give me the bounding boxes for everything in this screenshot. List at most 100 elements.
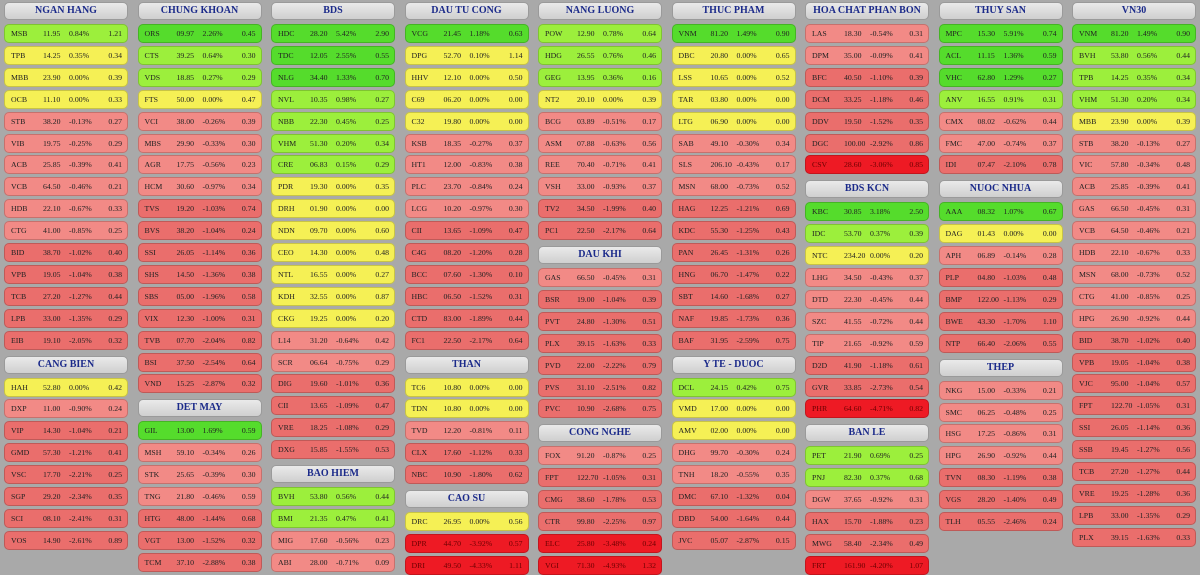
stock-row[interactable]: BMI 21.35 0.47% 0.41 [271, 508, 395, 528]
stock-row[interactable]: SHS 14.50 -1.36% 0.38 [137, 264, 262, 284]
stock-row[interactable]: CMX 08.02 -0.62% 0.44 [938, 111, 1063, 131]
stock-row[interactable]: SSB 19.45 -1.27% 0.56 [1072, 440, 1196, 460]
sector-header[interactable]: NANG LUONG [538, 2, 662, 20]
stock-row[interactable]: NTP 66.40 -2.06% 0.55 [938, 333, 1063, 353]
stock-row[interactable]: SMC 06.25 -0.48% 0.25 [938, 402, 1063, 422]
stock-row[interactable]: MSH 59.10 -0.34% 0.26 [137, 443, 262, 463]
stock-row[interactable]: VHM 51.30 0.20% 0.34 [271, 133, 395, 153]
stock-row[interactable]: SAB 49.10 -0.30% 0.34 [671, 133, 796, 153]
stock-row[interactable]: C69 06.20 0.00% 0.00 [404, 89, 529, 109]
stock-row[interactable]: CII 13.65 -1.09% 0.47 [271, 396, 395, 416]
stock-row[interactable]: IDI 07.47 -2.10% 0.78 [938, 155, 1063, 175]
sector-header[interactable]: DAU KHI [538, 246, 662, 264]
stock-row[interactable]: DMC 67.10 -1.32% 0.04 [671, 487, 796, 506]
stock-row[interactable]: BVH 53.80 0.56% 0.44 [271, 487, 395, 506]
stock-row[interactable]: CII 13.65 -1.09% 0.47 [404, 221, 529, 241]
stock-row[interactable]: DXG 15.85 -1.55% 0.53 [271, 440, 395, 460]
stock-row[interactable]: STB 38.20 -0.13% 0.27 [4, 111, 128, 131]
stock-row[interactable]: VNM 81.20 1.49% 0.90 [671, 24, 796, 43]
stock-row[interactable]: TPB 14.25 0.35% 0.34 [4, 45, 128, 65]
stock-row[interactable]: NBB 22.30 0.45% 0.25 [271, 111, 395, 131]
sector-header[interactable]: THUC PHAM [671, 2, 796, 20]
stock-row[interactable]: TCB 27.20 -1.27% 0.44 [1072, 462, 1196, 481]
stock-row[interactable]: PHR 64.60 -4.71% 0.82 [805, 399, 929, 419]
stock-row[interactable]: DCM 33.25 -1.18% 0.46 [805, 89, 929, 109]
stock-row[interactable]: STK 25.65 -0.39% 0.30 [137, 465, 262, 485]
stock-row[interactable]: VDS 18.85 0.27% 0.29 [137, 67, 262, 87]
stock-row[interactable]: GIL 13.00 1.69% 0.59 [137, 421, 262, 441]
stock-row[interactable]: ABI 28.00 -0.71% 0.09 [271, 552, 395, 572]
stock-row[interactable]: HDB 22.10 -0.67% 0.33 [1072, 243, 1196, 262]
sector-header[interactable]: NUOC NHUA [938, 180, 1063, 199]
stock-row[interactable]: GEG 13.95 0.36% 0.16 [538, 67, 662, 87]
stock-row[interactable]: VIX 12.30 -1.00% 0.31 [137, 308, 262, 328]
stock-row[interactable]: VCB 64.50 -0.46% 0.21 [4, 177, 128, 197]
stock-row[interactable]: ANV 16.55 0.91% 0.31 [938, 89, 1063, 109]
stock-row[interactable]: PVS 31.10 -2.51% 0.82 [538, 377, 662, 397]
stock-row[interactable]: DBC 20.80 0.00% 0.65 [671, 45, 796, 65]
stock-row[interactable]: AMV 02.00 0.00% 0.00 [671, 421, 796, 441]
stock-row[interactable]: TVB 07.70 -2.04% 0.82 [137, 330, 262, 350]
stock-row[interactable]: DGC 100.00 -2.92% 0.86 [805, 133, 929, 153]
stock-row[interactable]: PVC 10.90 -2.68% 0.75 [538, 399, 662, 419]
stock-row[interactable]: SCR 06.64 -0.75% 0.29 [271, 352, 395, 372]
stock-row[interactable]: CTS 39.25 0.64% 0.30 [137, 45, 262, 65]
stock-row[interactable]: VCB 64.50 -0.46% 0.21 [1072, 221, 1196, 241]
stock-row[interactable]: L14 31.20 -0.64% 0.42 [271, 330, 395, 350]
sector-header[interactable]: THAN [404, 355, 529, 374]
stock-row[interactable]: TC6 10.80 0.00% 0.00 [404, 377, 529, 397]
stock-row[interactable]: AGR 17.75 -0.56% 0.23 [137, 155, 262, 175]
stock-row[interactable]: DAG 01.43 0.00% 0.00 [938, 224, 1063, 244]
stock-row[interactable]: CEO 14.30 0.00% 0.48 [271, 243, 395, 262]
sector-header[interactable]: DET MAY [137, 399, 262, 418]
stock-row[interactable]: TIP 21.65 -0.92% 0.59 [805, 333, 929, 353]
stock-row[interactable]: SGP 29.20 -2.34% 0.35 [4, 487, 128, 506]
stock-row[interactable]: HNG 06.70 -1.47% 0.22 [671, 264, 796, 284]
stock-row[interactable]: KDH 32.55 0.00% 0.87 [271, 286, 395, 306]
stock-row[interactable]: VIB 19.75 -0.25% 0.29 [4, 133, 128, 153]
stock-row[interactable]: LCG 10.20 -0.97% 0.30 [404, 199, 529, 219]
stock-row[interactable]: VRE 19.25 -1.28% 0.36 [1072, 483, 1196, 503]
stock-row[interactable]: GAS 66.50 -0.45% 0.31 [1072, 199, 1196, 219]
stock-row[interactable]: ACB 25.85 -0.39% 0.41 [1072, 177, 1196, 197]
stock-row[interactable]: BID 38.70 -1.02% 0.40 [1072, 330, 1196, 350]
stock-row[interactable]: TVD 12.20 -0.81% 0.11 [404, 421, 529, 441]
stock-row[interactable]: GAS 66.50 -0.45% 0.31 [538, 268, 662, 287]
stock-row[interactable]: VIP 14.30 -1.04% 0.21 [4, 421, 128, 441]
stock-row[interactable]: LAS 18.30 -0.54% 0.31 [805, 24, 929, 43]
stock-row[interactable]: ACB 25.85 -0.39% 0.41 [4, 155, 128, 175]
stock-row[interactable]: TVN 08.30 -1.19% 0.38 [938, 468, 1063, 488]
stock-row[interactable]: BCC 07.60 -1.30% 0.10 [404, 264, 529, 284]
stock-row[interactable]: HAG 12.25 -1.21% 0.69 [671, 199, 796, 219]
stock-row[interactable]: DPM 35.00 -0.09% 0.41 [805, 45, 929, 65]
stock-row[interactable]: SSI 26.05 -1.14% 0.36 [137, 243, 262, 262]
stock-row[interactable]: ACL 11.15 1.36% 0.59 [938, 45, 1063, 65]
stock-row[interactable]: NLG 34.40 1.33% 0.70 [271, 67, 395, 87]
stock-row[interactable]: SSI 26.05 -1.14% 0.36 [1072, 418, 1196, 438]
stock-row[interactable]: CTG 41.00 -0.85% 0.25 [4, 221, 128, 241]
stock-row[interactable]: CTD 83.00 -1.89% 0.44 [404, 308, 529, 328]
stock-row[interactable]: TAR 03.80 0.00% 0.00 [671, 89, 796, 109]
stock-row[interactable]: VHM 51.30 0.20% 0.34 [1072, 89, 1196, 109]
sector-header[interactable]: CONG NGHE [538, 424, 662, 443]
stock-row[interactable]: PDR 19.30 0.00% 0.35 [271, 177, 395, 197]
stock-row[interactable]: PVD 22.00 -2.22% 0.79 [538, 355, 662, 375]
stock-row[interactable]: SLS 206.10 -0.43% 0.17 [671, 155, 796, 175]
stock-row[interactable]: BAF 31.95 -2.59% 0.75 [671, 330, 796, 350]
stock-row[interactable]: HCM 30.60 -0.97% 0.34 [137, 177, 262, 197]
stock-row[interactable]: ASM 07.88 -0.63% 0.56 [538, 133, 662, 153]
stock-row[interactable]: TPB 14.25 0.35% 0.34 [1072, 67, 1196, 87]
stock-row[interactable]: NT2 20.10 0.00% 0.39 [538, 89, 662, 109]
stock-row[interactable]: KSB 18.35 -0.27% 0.37 [404, 133, 529, 153]
stock-row[interactable]: BMP 122.00 -1.13% 0.29 [938, 289, 1063, 309]
stock-row[interactable]: PLC 23.70 -0.84% 0.24 [404, 177, 529, 197]
stock-row[interactable]: PC1 22.50 -2.17% 0.64 [538, 221, 662, 241]
stock-row[interactable]: FMC 47.00 -0.74% 0.37 [938, 133, 1063, 153]
stock-row[interactable]: FC1 22.50 -2.17% 0.64 [404, 330, 529, 350]
stock-row[interactable]: PLP 04.80 -1.03% 0.48 [938, 268, 1063, 287]
stock-row[interactable]: LPB 33.00 -1.35% 0.29 [4, 308, 128, 328]
stock-row[interactable]: CTR 99.80 -2.25% 0.97 [538, 512, 662, 531]
sector-header[interactable]: BDS KCN [805, 180, 929, 199]
stock-row[interactable]: PVT 24.80 -1.30% 0.51 [538, 311, 662, 331]
stock-row[interactable]: TVS 19.20 -1.03% 0.74 [137, 199, 262, 219]
